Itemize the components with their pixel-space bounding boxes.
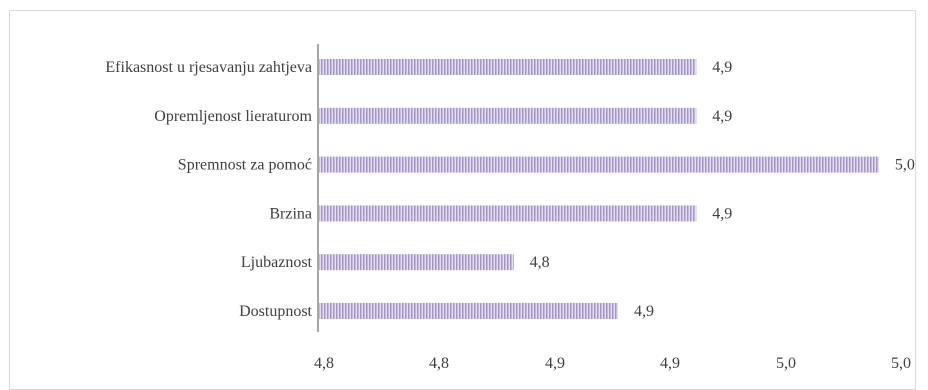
- x-tick-label: 5,0: [891, 355, 911, 372]
- x-tick-label: 4,8: [429, 355, 449, 372]
- x-tick-label: 4,8: [314, 355, 334, 372]
- data-label: 4,9: [634, 303, 654, 320]
- data-label: 4,9: [712, 108, 732, 125]
- category-label: Brzina: [269, 205, 312, 222]
- bar: [318, 156, 879, 173]
- x-tick-label: 5,0: [776, 355, 796, 372]
- bar: [318, 205, 697, 222]
- bar: [318, 107, 697, 124]
- data-label: 5,0: [895, 157, 915, 174]
- category-label: Opremljenost lieraturom: [154, 108, 312, 125]
- data-label: 4,9: [712, 205, 732, 222]
- category-label: Spremnost za pomoć: [178, 157, 312, 174]
- data-label: 4,8: [530, 254, 550, 271]
- category-label: Efikasnost u rjesavanju zahtjeva: [105, 59, 312, 76]
- x-tick-label: 4,9: [660, 355, 680, 372]
- category-label: Dostupnost: [239, 303, 312, 320]
- bar: [318, 303, 619, 319]
- data-label: 4,9: [712, 59, 732, 76]
- labels-layer: Efikasnost u rjesavanju zahtjeva 4,9 Oprem…: [105, 59, 915, 320]
- bar: [318, 254, 514, 271]
- bars-layer: [318, 59, 879, 319]
- bar: [318, 59, 697, 75]
- category-label: Ljubaznost: [241, 254, 313, 271]
- x-tick-label: 4,9: [545, 355, 565, 372]
- x-axis-ticks: 4,8 4,8 4,9 4,9 5,0 5,0: [314, 355, 911, 372]
